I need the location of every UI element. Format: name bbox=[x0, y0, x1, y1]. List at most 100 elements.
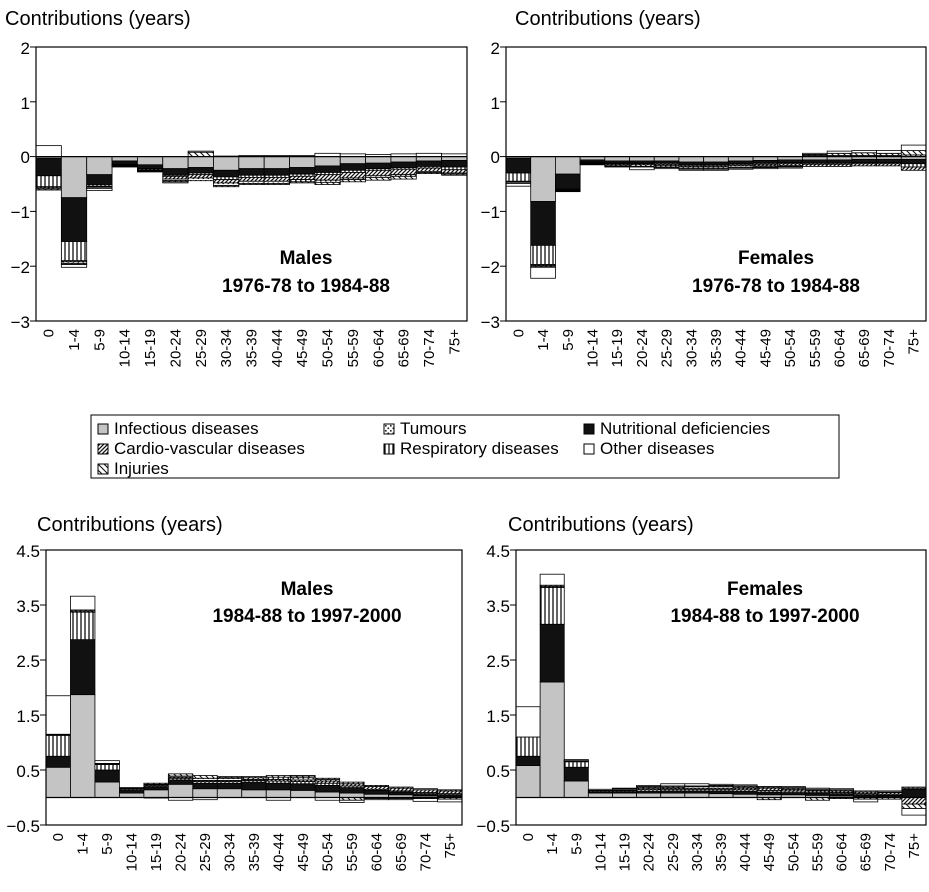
bar-segment-other bbox=[388, 798, 414, 801]
x-tick-label: 30-34 bbox=[222, 833, 239, 871]
x-tick-label: 15-19 bbox=[148, 833, 165, 871]
bar-segment-cardio bbox=[441, 169, 468, 174]
x-tick-label: 1-4 bbox=[544, 833, 561, 855]
x-tick-label: 70-74 bbox=[421, 329, 438, 367]
bar-segment-nutritional bbox=[45, 755, 71, 768]
x-tick-label: 70-74 bbox=[882, 833, 899, 871]
y-tick-label: 4.5 bbox=[16, 542, 40, 561]
bar-segment-other bbox=[60, 264, 88, 268]
bar-segment-injuries bbox=[339, 179, 366, 183]
bar-segment-tumours bbox=[388, 786, 414, 789]
bar-segment-infectious bbox=[636, 792, 662, 798]
bar-segment-other bbox=[539, 573, 565, 586]
bar-segment-cardio bbox=[390, 168, 417, 176]
bar-segment-nutritional bbox=[563, 766, 589, 782]
bar-segment-nutritional bbox=[777, 159, 803, 164]
bar-segment-other bbox=[876, 150, 902, 154]
bar-segment-cardio bbox=[802, 163, 828, 167]
bar-segment-injuries bbox=[213, 185, 240, 188]
x-tick-label: 15-19 bbox=[617, 833, 634, 871]
bar-segment-nutritional bbox=[752, 160, 779, 164]
bar-segment-cardio bbox=[412, 789, 438, 793]
bar-segment-other bbox=[684, 783, 710, 787]
panel-heading-period: 1976-78 to 1984-88 bbox=[692, 276, 860, 297]
bar-segment-infectious bbox=[162, 156, 189, 170]
y-tick-label: 1.5 bbox=[16, 707, 40, 726]
bar-segment-infectious bbox=[241, 789, 267, 798]
bar-segment-respiratory bbox=[505, 172, 532, 182]
y-tick-label: −0.5 bbox=[476, 817, 510, 836]
bar-segment-other bbox=[437, 798, 463, 803]
bar-segment-other bbox=[752, 167, 779, 170]
x-tick-label: 30-34 bbox=[218, 329, 235, 367]
bar-segment-infectious bbox=[213, 156, 240, 171]
bar-segment-other bbox=[363, 798, 389, 801]
x-tick-label: 25-29 bbox=[193, 329, 210, 367]
x-tick-label: 45-49 bbox=[294, 329, 311, 367]
legend-swatch-respiratory bbox=[383, 443, 395, 455]
bar-segment-nutritional bbox=[137, 164, 164, 170]
bar-segment-nutritional bbox=[94, 769, 120, 783]
x-tick-label: 10-14 bbox=[592, 833, 609, 871]
y-tick-label: −1 bbox=[11, 203, 30, 222]
bar-segment-respiratory bbox=[94, 764, 120, 771]
x-tick-label: 20-24 bbox=[634, 329, 651, 367]
bar-segment-tumours bbox=[339, 781, 365, 785]
bar-segment-other bbox=[660, 783, 686, 787]
bar-segment-nutritional bbox=[192, 782, 218, 790]
legend-swatch-tumours bbox=[383, 423, 395, 435]
bar-segment-nutritional bbox=[708, 790, 734, 795]
bar-segment-infectious bbox=[187, 156, 214, 168]
bar-segment-nutritional bbox=[187, 167, 214, 174]
panel-heading-sex: Females bbox=[738, 248, 814, 269]
bar-segment-nutritional bbox=[901, 788, 927, 798]
bar-segment-injuries bbox=[143, 782, 169, 785]
bar-segment-cardio bbox=[900, 166, 927, 171]
x-tick-label: 60-64 bbox=[368, 833, 385, 871]
y-tick-label: −2 bbox=[481, 258, 500, 277]
bar-segment-other bbox=[777, 166, 803, 169]
bar-segment-other bbox=[137, 170, 164, 173]
bar-segment-nutritional bbox=[289, 167, 316, 175]
bar-segment-infectious bbox=[415, 156, 443, 162]
bar-segment-cardio bbox=[876, 163, 902, 167]
x-tick-label: 20-24 bbox=[641, 833, 658, 871]
bar-segment-injuries bbox=[265, 775, 292, 778]
x-tick-label: 35-39 bbox=[244, 329, 261, 367]
panel-title-top: Contributions (years) bbox=[37, 514, 223, 536]
bar-segment-other bbox=[35, 145, 62, 157]
y-tick-label: 1.5 bbox=[486, 707, 510, 726]
bar-segment-nutritional bbox=[515, 755, 541, 767]
x-tick-label: 0 bbox=[520, 833, 537, 841]
bar-segment-injuries bbox=[851, 152, 877, 156]
y-tick-label: −3 bbox=[11, 313, 30, 332]
bar-segment-cardio bbox=[162, 175, 189, 180]
x-tick-label: 55-59 bbox=[344, 833, 361, 871]
bar-segment-cardio bbox=[213, 179, 240, 184]
bar-segment-injuries bbox=[192, 775, 218, 779]
bar-segment-respiratory bbox=[563, 761, 589, 768]
x-tick-label: 50-54 bbox=[320, 329, 337, 367]
bar-segment-infectious bbox=[137, 156, 164, 166]
bar-segment-other bbox=[216, 776, 243, 778]
bar-segment-nutritional bbox=[388, 791, 414, 796]
x-tick-label: 15-19 bbox=[609, 329, 626, 367]
bar-segment-nutritional bbox=[732, 791, 758, 795]
chart-panel-females-1976-1988: Contributions (years) 2 1 0 −1 −2 −3 Fem… bbox=[481, 8, 927, 367]
bar-segment-other bbox=[45, 695, 71, 735]
x-tick-label: 45-49 bbox=[761, 833, 778, 871]
bar-segment-injuries bbox=[314, 777, 341, 780]
bar-segment-injuries bbox=[365, 177, 392, 181]
x-tick-label: 75+ bbox=[906, 833, 923, 859]
bar-segment-tumours bbox=[187, 177, 214, 182]
legend-swatch-other bbox=[583, 443, 595, 455]
bar-segment-other bbox=[708, 783, 734, 786]
legend: Infectious diseases Tumours Nutritional … bbox=[90, 414, 840, 479]
chart-panel-males-1988-2000: Contributions (years) 4.5 3.5 2.5 1.5 0.… bbox=[6, 514, 463, 871]
bar-segment-cardio bbox=[339, 172, 366, 179]
bar-segment-tumours bbox=[412, 788, 438, 791]
bar-segment-other bbox=[636, 785, 662, 787]
bar-segment-nutritional bbox=[265, 782, 292, 791]
x-tick-label: 60-64 bbox=[370, 329, 387, 367]
x-tick-label: 35-39 bbox=[246, 833, 263, 871]
